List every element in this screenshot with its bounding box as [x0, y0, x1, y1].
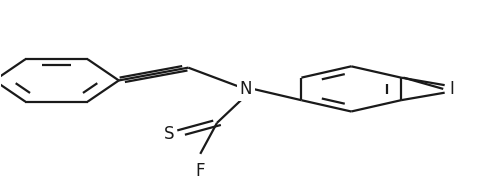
Text: I: I	[449, 80, 455, 98]
Text: S: S	[164, 125, 174, 143]
Text: N: N	[240, 80, 252, 98]
Text: F: F	[196, 162, 205, 180]
